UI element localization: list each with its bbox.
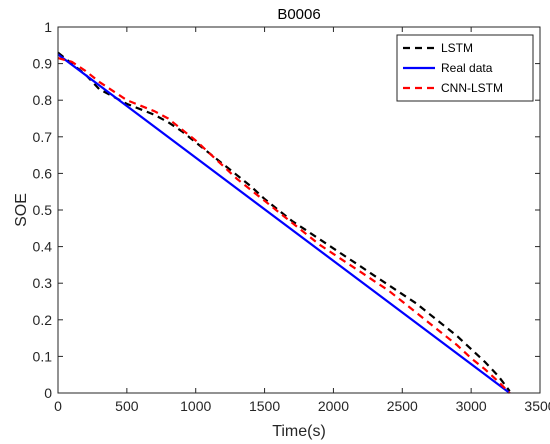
y-tick-label: 0.9 — [33, 56, 53, 72]
x-tick-label: 1500 — [249, 398, 280, 414]
series-line-real-data — [57, 53, 511, 394]
x-tick-label: 2000 — [318, 398, 349, 414]
x-axis-title: Time(s) — [272, 423, 326, 440]
legend-label: LSTM — [441, 41, 473, 55]
legend: LSTM Real data CNN-LSTM — [396, 34, 534, 102]
y-tick-label: 0.6 — [33, 165, 53, 181]
y-axis-ticks: 0 0.1 0.2 0.3 0.4 0.5 0.6 0.7 0.8 0.9 1 — [33, 19, 540, 401]
x-tick-label: 1000 — [180, 398, 211, 414]
series-layer — [57, 51, 511, 394]
y-tick-label: 0.3 — [33, 275, 53, 291]
y-tick-label: 0 — [44, 385, 52, 401]
y-tick-label: 0.5 — [33, 202, 53, 218]
x-tick-label: 0 — [54, 398, 62, 414]
y-tick-label: 0.1 — [33, 348, 53, 364]
legend-label: Real data — [441, 61, 493, 75]
chart-title: B0006 — [277, 6, 320, 23]
x-tick-label: 3000 — [456, 398, 487, 414]
series-line-cnn-lstm — [57, 57, 511, 394]
y-tick-label: 0.4 — [33, 239, 53, 255]
series-line-lstm — [57, 51, 511, 392]
x-tick-label: 500 — [115, 398, 139, 414]
y-tick-label: 0.8 — [33, 92, 53, 108]
y-tick-label: 1 — [44, 19, 52, 35]
x-tick-label: 2500 — [387, 398, 418, 414]
legend-label: CNN-LSTM — [441, 81, 503, 95]
y-axis-title: SOE — [13, 193, 30, 227]
y-tick-label: 0.7 — [33, 129, 53, 145]
y-tick-label: 0.2 — [33, 312, 53, 328]
